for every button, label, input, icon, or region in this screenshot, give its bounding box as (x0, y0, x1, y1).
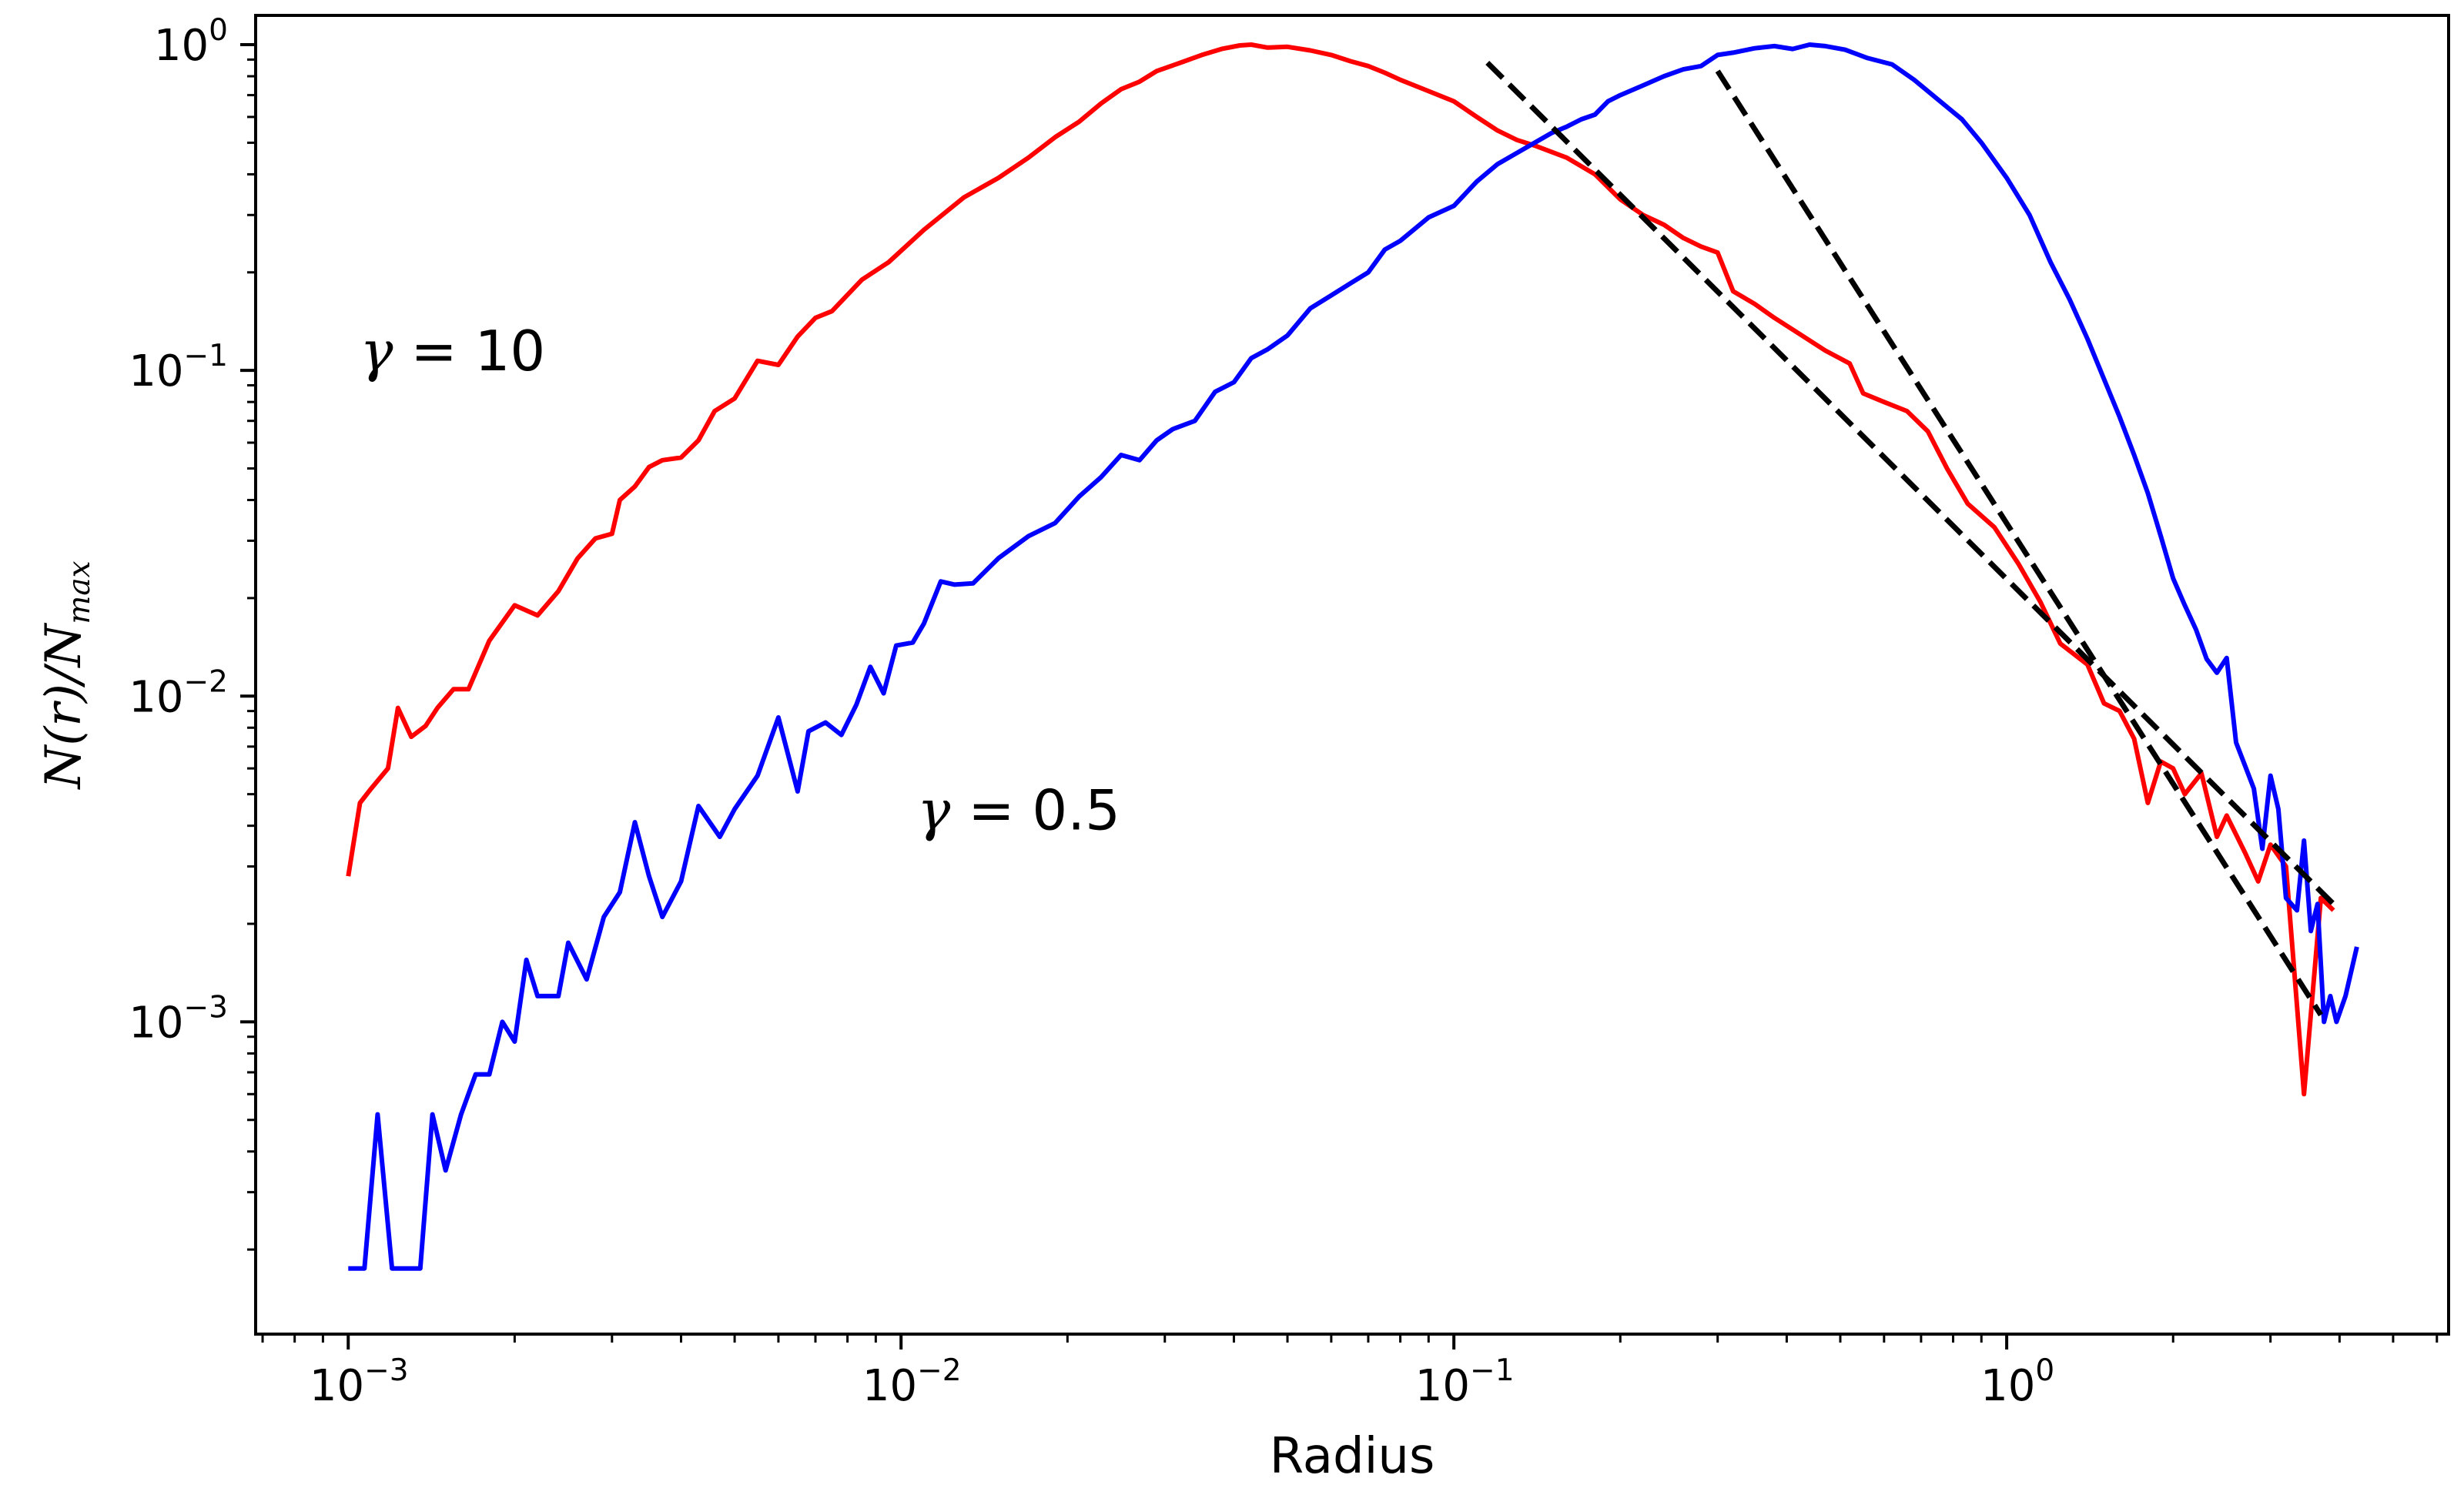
fit-line-1 (1485, 61, 2335, 906)
annotation-gamma10-symbol: γ (360, 319, 393, 383)
annotation-layer: γ = 10γ = 0.5 (360, 319, 1120, 842)
y-axis-label-subscript: max (62, 560, 97, 624)
x-tick-label-base: 10 (862, 1361, 917, 1411)
fit-line-2 (1715, 69, 2324, 1017)
y-axis-label-base: N(r)/N (35, 623, 92, 791)
series-layer (346, 42, 2359, 1271)
y-tick-label: 10−3 (129, 990, 228, 1048)
y-axis-label: N(r)/Nmax (35, 560, 97, 790)
plot-frame (254, 14, 2450, 1336)
y-tick-label: 10−2 (129, 664, 228, 722)
x-axis-label: Radius (1270, 1428, 1435, 1485)
x-tick-label-exp: −3 (364, 1353, 409, 1388)
y-tick-label: 10−1 (129, 339, 228, 396)
label-layer: Radius N(r)/Nmax (35, 560, 1435, 1485)
x-tick-label-exp: −1 (1470, 1353, 1515, 1388)
y-tick-label-exp: −3 (184, 990, 229, 1025)
y-tick-label-base: 10 (154, 21, 209, 71)
y-tick-label-base: 10 (129, 672, 183, 722)
x-tick-label: 10−2 (862, 1353, 962, 1411)
x-tick-label-base: 10 (310, 1361, 364, 1411)
annotation-gamma05-text: = 0.5 (950, 778, 1120, 842)
x-tick-label: 10−3 (310, 1353, 409, 1411)
y-tick-label-exp: −1 (184, 339, 229, 373)
series-line-gamma-10 (346, 42, 2335, 1097)
x-tick-label: 100 (1980, 1353, 2054, 1411)
series-line-gamma-0-5 (348, 42, 2359, 1271)
y-tick-label-exp: 0 (209, 13, 228, 48)
annotation-gamma10: γ = 10 (360, 319, 545, 383)
x-tick-label-exp: −2 (917, 1353, 962, 1388)
x-tick-label-exp: 0 (2035, 1353, 2054, 1388)
annotation-gamma05-symbol: γ (917, 778, 951, 842)
y-tick-label-base: 10 (129, 346, 183, 396)
x-tick-label-base: 10 (1980, 1361, 2035, 1411)
x-tick-label: 10−1 (1415, 1353, 1515, 1411)
y-tick-label-base: 10 (129, 998, 183, 1048)
y-tick-label: 100 (154, 13, 228, 71)
annotation-gamma05: γ = 0.5 (917, 778, 1120, 842)
annotation-gamma10-text: = 10 (393, 319, 545, 383)
y-tick-label-exp: −2 (184, 664, 229, 699)
x-tick-label-base: 10 (1415, 1361, 1470, 1411)
